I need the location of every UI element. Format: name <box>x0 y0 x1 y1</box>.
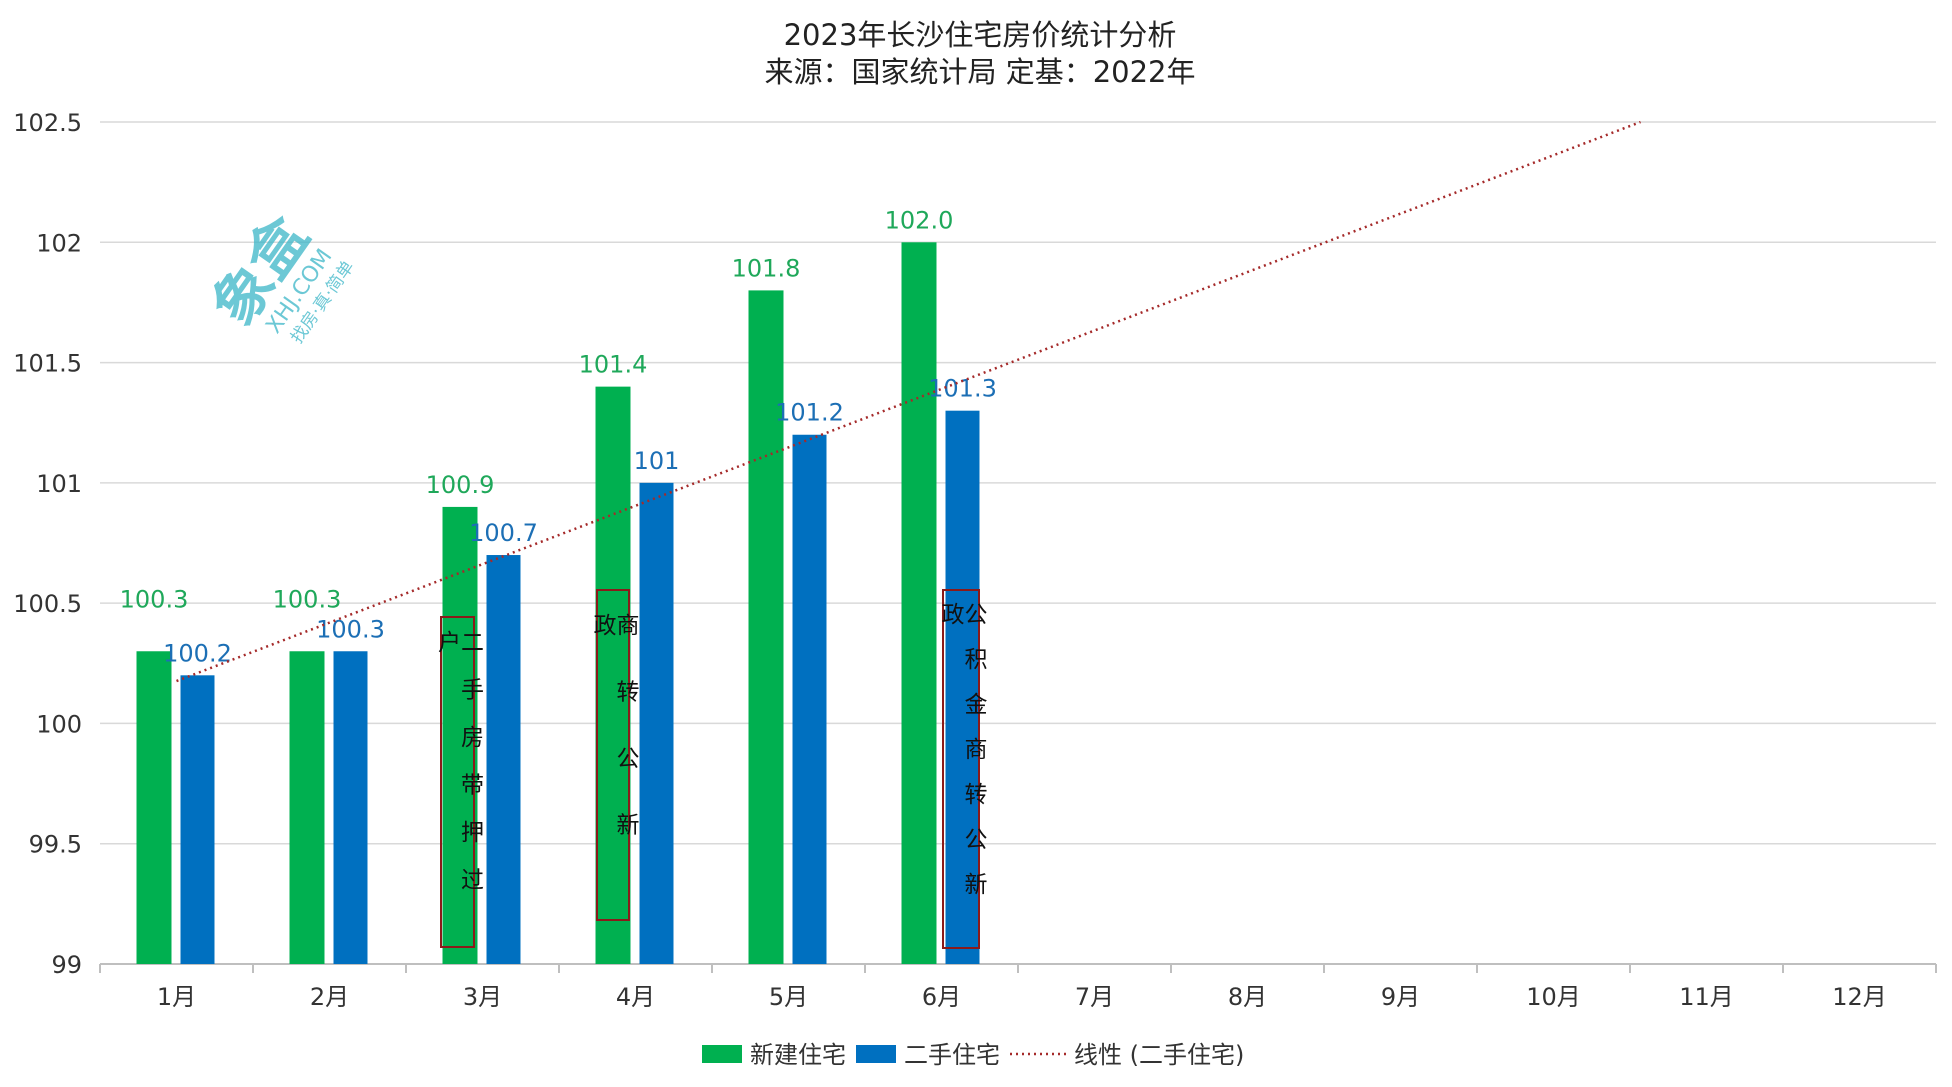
data-label: 101.2 <box>775 399 844 427</box>
annotation-box: 公积金商转公新政 <box>937 589 986 949</box>
y-tick-label: 101 <box>36 470 82 498</box>
x-tick-label: 10月 <box>1526 983 1581 1011</box>
x-tick-label: 3月 <box>463 983 502 1011</box>
bar-resale <box>180 675 215 964</box>
legend-swatch <box>702 1045 742 1063</box>
y-tick-label: 99.5 <box>29 831 82 859</box>
chart-subtitle: 来源：国家统计局 定基：2022年 <box>764 55 1195 89</box>
annotation-text: 公积金商转公新政 <box>937 602 986 917</box>
x-axis: 1月 2月 3月 4月 5月 6月 7月 8月 9月 10月 11月 12月 <box>99 963 1937 1011</box>
y-tick-label: 101.5 <box>13 350 82 378</box>
bar-new <box>442 506 478 964</box>
x-tick-label: 7月 <box>1075 983 1114 1011</box>
y-tick-label: 99 <box>51 951 82 979</box>
data-labels: 100.3 100.3100.9101.4101.8102.0100.2100.3… <box>120 206 997 667</box>
annotation-box: 商转公新政 <box>589 589 638 921</box>
bar-resale <box>333 651 368 964</box>
bar-resale <box>792 434 827 964</box>
data-label: 100.2 <box>163 639 232 667</box>
legend-swatch <box>856 1045 896 1063</box>
bar-new <box>901 242 937 965</box>
data-label: 100.3 <box>273 585 342 613</box>
x-tick-label: 9月 <box>1381 983 1420 1011</box>
x-tick-label: 12月 <box>1832 983 1887 1011</box>
x-tick-label: 6月 <box>922 983 961 1011</box>
data-label: 101 <box>634 447 680 475</box>
data-label: 100.3 <box>120 585 189 613</box>
data-label: 102.0 <box>885 206 954 234</box>
y-tick-label: 100 <box>36 710 82 738</box>
data-label: 100.9 <box>426 471 495 499</box>
y-axis-labels: 99 99.5 100 100.5 101 101.5 102 102.5 <box>13 109 82 979</box>
x-tick-label: 2月 <box>310 983 349 1011</box>
legend-label: 二手住宅 <box>904 1041 1000 1069</box>
annotation-text: 二手房带押过户 <box>433 630 483 915</box>
x-tick-label: 11月 <box>1679 983 1734 1011</box>
annotation-box: 二手房带押过户 <box>434 616 483 948</box>
bars <box>136 242 980 965</box>
bar-new <box>136 651 172 964</box>
y-tick-label: 100.5 <box>13 590 82 618</box>
data-label: 101.4 <box>579 351 648 379</box>
bar-resale <box>486 555 521 964</box>
x-tick-label: 1月 <box>157 983 196 1011</box>
watermark-logo: 象盒 XHJ.COM 找房·真·简单 <box>200 203 359 347</box>
legend-label: 新建住宅 <box>750 1041 846 1069</box>
bar-new <box>595 386 631 965</box>
x-tick-label: 8月 <box>1228 983 1267 1011</box>
x-tick-label: 5月 <box>769 983 808 1011</box>
data-label: 100.7 <box>469 519 538 547</box>
legend-label: 线性 (二手住宅) <box>1074 1041 1244 1069</box>
gridlines <box>100 121 1936 965</box>
x-tick-label: 4月 <box>616 983 655 1011</box>
bar-resale <box>639 482 674 964</box>
y-tick-label: 102 <box>36 229 82 257</box>
legend: 新建住宅 二手住宅 线性 (二手住宅) <box>702 1041 1244 1069</box>
data-label: 100.3 <box>316 615 385 643</box>
chart-title: 2023年长沙住宅房价统计分析 <box>784 18 1177 52</box>
data-label: 101.8 <box>732 254 801 282</box>
data-label: 101.3 <box>928 375 997 403</box>
y-tick-label: 102.5 <box>13 109 82 137</box>
bar-resale <box>945 410 980 965</box>
bar-new <box>748 290 784 964</box>
annotation-text: 商转公新政 <box>589 612 638 879</box>
bar-new <box>289 651 325 964</box>
